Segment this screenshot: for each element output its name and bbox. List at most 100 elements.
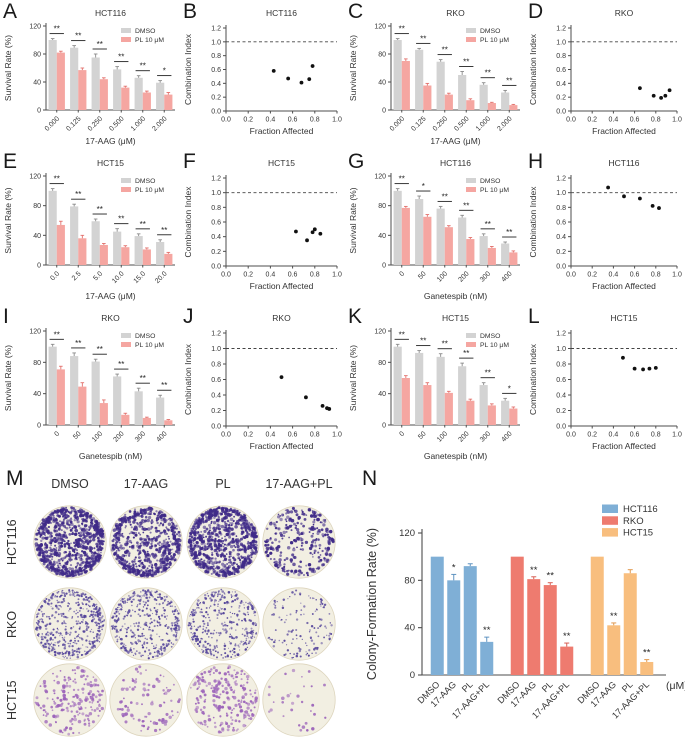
svg-text:0.2: 0.2	[211, 408, 221, 415]
svg-text:400: 400	[500, 430, 513, 443]
svg-text:0.4: 0.4	[556, 393, 566, 400]
svg-text:HCT15: HCT15	[97, 158, 124, 168]
svg-text:Survival Rate (%): Survival Rate (%)	[348, 345, 358, 411]
colony-dish-hct15-17aag	[109, 663, 183, 737]
svg-text:**: **	[118, 53, 124, 62]
svg-text:0.0: 0.0	[566, 117, 576, 124]
svg-text:0.4: 0.4	[609, 432, 619, 439]
svg-text:17-AAG (μM): 17-AAG (μM)	[430, 136, 480, 146]
svg-text:Ganetespib (nM): Ganetespib (nM)	[79, 451, 142, 461]
svg-text:0.0: 0.0	[566, 432, 576, 439]
svg-text:0.6: 0.6	[630, 432, 640, 439]
panel-n: N 0 40 80 120 Colony-Formation Rate (%) DMSO *…	[360, 465, 685, 738]
svg-text:**: **	[97, 345, 103, 354]
panel-k: K HCT15 0 40 80 120 Survival Rate (%) ** 0 ** 50 *…	[345, 305, 525, 465]
svg-text:Fraction Affected: Fraction Affected	[592, 126, 656, 136]
svg-text:**: **	[54, 330, 60, 339]
survival-bar-chart-rko-ganetespib: RKO 0 40 80 120 Survival Rate (%) ** 0 ** 50 ** 100…	[3, 313, 175, 461]
svg-text:0.8: 0.8	[310, 272, 320, 279]
colony-dish-hct15-combo	[262, 663, 336, 737]
svg-text:120: 120	[29, 329, 41, 336]
svg-text:0.6: 0.6	[556, 67, 566, 74]
svg-text:0.2: 0.2	[556, 249, 566, 256]
svg-text:80: 80	[378, 360, 386, 367]
svg-text:*: *	[422, 182, 425, 191]
svg-text:0.0: 0.0	[556, 424, 566, 431]
svg-text:PL 10 μM: PL 10 μM	[480, 37, 509, 44]
svg-text:1.0: 1.0	[332, 272, 342, 279]
svg-text:0.4: 0.4	[211, 234, 221, 241]
svg-text:**: **	[118, 215, 124, 224]
svg-text:50: 50	[72, 430, 83, 441]
svg-text:0.8: 0.8	[310, 432, 320, 439]
svg-text:20.0: 20.0	[154, 270, 169, 285]
colony-dish-hct15-dmso	[33, 663, 107, 737]
svg-text:0.2: 0.2	[211, 95, 221, 102]
svg-text:0: 0	[382, 263, 386, 270]
svg-text:0.0: 0.0	[566, 272, 576, 279]
svg-text:0.4: 0.4	[556, 81, 566, 88]
m-row-label-rko: RKO	[5, 610, 19, 638]
panel-letter-e: E	[3, 150, 18, 173]
svg-text:1.2: 1.2	[556, 176, 566, 183]
svg-text:0.0: 0.0	[556, 264, 566, 271]
svg-text:0.125: 0.125	[65, 115, 82, 132]
svg-text:**: **	[54, 175, 60, 184]
svg-text:PL 10 μM: PL 10 μM	[135, 37, 164, 44]
panel-letter-n: N	[362, 467, 378, 490]
svg-text:DMSO: DMSO	[480, 28, 500, 35]
panel-e: E HCT15 0 40 80 120 Survival Rate (%) ** 0.0 ** 2…	[0, 150, 180, 305]
figure-row-1: A HCT116 0 40 80 120 Survival Rate (%) ** 0.000…	[0, 0, 685, 150]
svg-text:0.125: 0.125	[410, 115, 427, 132]
svg-text:0: 0	[382, 108, 386, 115]
svg-text:DMSO: DMSO	[480, 178, 500, 185]
svg-text:120: 120	[374, 174, 386, 181]
svg-text:0.2: 0.2	[556, 95, 566, 102]
svg-text:0: 0	[37, 108, 41, 115]
svg-text:2.000: 2.000	[496, 115, 513, 132]
svg-text:Survival Rate (%): Survival Rate (%)	[3, 35, 13, 101]
svg-text:40: 40	[378, 391, 386, 398]
panel-letter-k: K	[348, 305, 363, 328]
svg-text:0.6: 0.6	[630, 272, 640, 279]
svg-text:**: **	[442, 192, 448, 201]
svg-text:PL 10 μM: PL 10 μM	[480, 187, 509, 194]
svg-text:0.6: 0.6	[211, 220, 221, 227]
svg-text:**: **	[442, 46, 448, 55]
svg-text:1.000: 1.000	[475, 115, 492, 132]
panel-c: C RKO 0 40 80 120 Survival Rate (%) ** 0.000 ** 0…	[345, 0, 525, 150]
svg-text:5.0: 5.0	[92, 270, 104, 282]
combination-index-scatter-rko-17aag: RKO 0.0 0.2 0.4 0.6 0.8 1.0 0.0 0.2 0.4 0.6 0.8 1.0 1…	[528, 8, 682, 136]
svg-text:40: 40	[378, 233, 386, 240]
svg-text:**: **	[463, 349, 469, 358]
svg-text:0.000: 0.000	[44, 115, 61, 132]
svg-text:1.0: 1.0	[556, 190, 566, 197]
svg-text:50: 50	[417, 430, 428, 441]
survival-bar-chart-rko-17aag: RKO 0 40 80 120 Survival Rate (%) ** 0.000 ** 0.1…	[348, 8, 520, 146]
panel-f: F HCT15 0.0 0.2 0.4 0.6 0.8 1.0 0.0 0.2 0.4 0.6 0.8…	[180, 150, 345, 305]
svg-text:0.250: 0.250	[87, 115, 104, 132]
colony-dish-hct116-17aag	[109, 505, 183, 579]
svg-text:0.4: 0.4	[609, 117, 619, 124]
panel-b: B HCT116 0.0 0.2 0.4 0.6 0.8 1.0 0.0 0.2 0.4 0.6 0.…	[180, 0, 345, 150]
svg-text:2.5: 2.5	[71, 270, 83, 282]
m-col-label-pl: PL	[215, 477, 231, 491]
svg-text:HCT116: HCT116	[440, 158, 471, 168]
panel-letter-d: D	[528, 0, 544, 23]
svg-text:120: 120	[374, 24, 386, 31]
svg-text:0.6: 0.6	[556, 220, 566, 227]
survival-bar-chart-hct116-ganetespib: HCT116 0 40 80 120 Survival Rate (%) ** 0 * 50 ** 1…	[348, 158, 520, 301]
svg-text:17-AAG (μM): 17-AAG (μM)	[85, 136, 135, 146]
svg-text:40: 40	[33, 233, 41, 240]
svg-text:0.4: 0.4	[266, 272, 276, 279]
svg-text:80: 80	[33, 52, 41, 59]
svg-text:DMSO: DMSO	[135, 178, 155, 185]
svg-text:1.0: 1.0	[332, 432, 342, 439]
svg-text:**: **	[118, 360, 124, 369]
svg-text:0.0: 0.0	[211, 109, 221, 116]
svg-text:200: 200	[112, 430, 125, 443]
svg-text:0: 0	[382, 423, 386, 430]
svg-text:100: 100	[91, 430, 104, 443]
figure-row-2: E HCT15 0 40 80 120 Survival Rate (%) ** 0.0 ** 2…	[0, 150, 685, 305]
svg-text:0.0: 0.0	[221, 432, 231, 439]
